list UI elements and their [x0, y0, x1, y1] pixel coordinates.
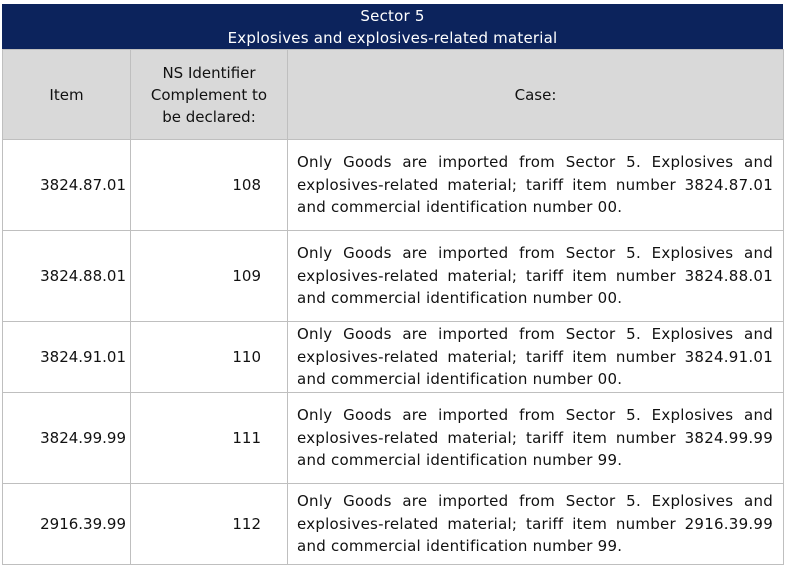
ns-cell: 111 — [130, 392, 288, 484]
item-cell: 3824.91.01 — [2, 321, 131, 393]
column-header-row: Item NS Identifier Complement to be decl… — [2, 49, 784, 140]
ns-cell: 109 — [130, 230, 288, 322]
sector-title: Sector 5 — [360, 7, 425, 25]
ns-identifier-label: NS Identifier Complement to be declared: — [150, 63, 268, 126]
table-row: 2916.39.99 112 Only Goods are imported f… — [2, 483, 784, 565]
sector-table: Item NS Identifier Complement to be decl… — [2, 49, 784, 565]
case-cell: Only Goods are imported from Sector 5. E… — [287, 230, 784, 322]
table-row: 3824.91.01 110 Only Goods are imported f… — [2, 321, 784, 393]
column-header-ns-identifier: NS Identifier Complement to be declared: — [130, 49, 288, 140]
column-header-item: Item — [2, 49, 131, 140]
item-cell: 3824.99.99 — [2, 392, 131, 484]
ns-cell: 108 — [130, 139, 288, 231]
case-cell: Only Goods are imported from Sector 5. E… — [287, 321, 784, 393]
table-row: 3824.88.01 109 Only Goods are imported f… — [2, 230, 784, 322]
case-cell: Only Goods are imported from Sector 5. E… — [287, 483, 784, 565]
column-header-case: Case: — [287, 49, 784, 140]
table-row: 3824.87.01 108 Only Goods are imported f… — [2, 139, 784, 231]
ns-cell: 112 — [130, 483, 288, 565]
item-cell: 2916.39.99 — [2, 483, 131, 565]
item-cell: 3824.87.01 — [2, 139, 131, 231]
case-cell: Only Goods are imported from Sector 5. E… — [287, 392, 784, 484]
sector-subtitle: Explosives and explosives-related materi… — [227, 29, 558, 47]
item-cell: 3824.88.01 — [2, 230, 131, 322]
ns-cell: 110 — [130, 321, 288, 393]
table-row: 3824.99.99 111 Only Goods are imported f… — [2, 392, 784, 484]
sector-table-container: Sector 5 Explosives and explosives-relat… — [2, 4, 784, 565]
table-banner: Sector 5 Explosives and explosives-relat… — [2, 4, 783, 49]
case-cell: Only Goods are imported from Sector 5. E… — [287, 139, 784, 231]
